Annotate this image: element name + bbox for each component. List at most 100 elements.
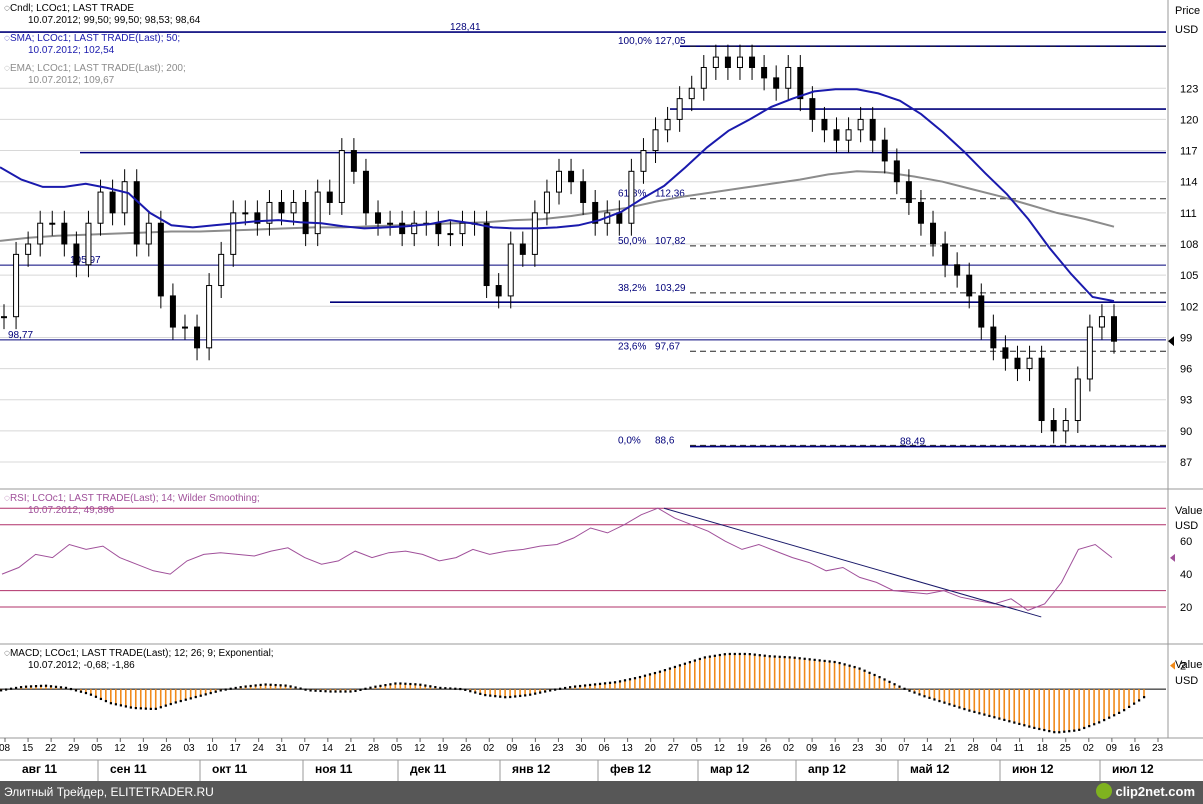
- month-label: сен 11: [110, 762, 147, 776]
- macd-signal-point: [564, 686, 567, 690]
- macd-tick-label: 2: [1180, 661, 1186, 673]
- candle-body: [785, 66, 792, 89]
- macd-signal-point: [1098, 721, 1101, 724]
- macd-signal-point: [304, 688, 307, 691]
- last-price-marker: [1168, 336, 1174, 347]
- candle-body: [1002, 347, 1009, 359]
- macd-signal-point: [319, 689, 322, 693]
- macd-signal-point: [618, 680, 622, 683]
- candle-body: [85, 222, 92, 266]
- macd-signal-point: [484, 693, 487, 697]
- macd-signal-point: [963, 707, 966, 711]
- macd-signal-point: [678, 664, 682, 667]
- candle-body: [411, 222, 418, 235]
- macd-signal-point: [763, 654, 766, 657]
- time-tick-label: 23: [852, 743, 864, 754]
- macd-signal-point: [988, 714, 991, 718]
- footer-bar: Элитный Трейдер, ELITETRADER.RU clip2net…: [0, 781, 1203, 804]
- macd-signal-point: [554, 688, 557, 691]
- macd-signal-point: [853, 665, 856, 669]
- candle-body: [893, 160, 900, 183]
- time-tick-label: 30: [875, 743, 887, 754]
- fib-percent-label: 23,6%: [618, 341, 646, 352]
- macd-signal-point: [299, 687, 302, 690]
- time-tick-label: 31: [276, 743, 288, 754]
- macd-signal-point: [209, 691, 212, 695]
- candle-body: [459, 222, 466, 235]
- macd-signal-point: [549, 689, 552, 692]
- rsi-tick-label: 20: [1180, 602, 1192, 614]
- macd-signal-point: [529, 693, 532, 696]
- candle-body: [1050, 420, 1057, 432]
- macd-signal-point: [184, 698, 187, 701]
- price-level-label: 98,77: [8, 330, 33, 341]
- macd-signal-point: [1043, 728, 1046, 732]
- macd-signal-point: [519, 694, 522, 698]
- macd-signal-point: [54, 685, 58, 688]
- candle-body: [218, 253, 225, 287]
- macd-signal-point: [324, 690, 327, 693]
- macd-signal-point: [683, 662, 687, 665]
- candle-body: [375, 212, 382, 224]
- macd-signal-point: [534, 692, 537, 695]
- price-tick-label: 93: [1180, 395, 1192, 407]
- fib-percent-label: 50,0%: [618, 236, 646, 247]
- time-tick-label: 16: [529, 743, 541, 754]
- time-tick-label: 28: [968, 743, 980, 754]
- candle-body: [640, 150, 647, 172]
- macd-signal-point: [429, 685, 432, 688]
- candle-body: [242, 212, 249, 215]
- macd-signal-point: [419, 683, 422, 686]
- fib-percent-label: 38,2%: [618, 283, 646, 294]
- macd-signal-point: [968, 709, 971, 712]
- macd-signal-point: [1113, 714, 1116, 717]
- macd-panel: 2: [0, 652, 1186, 734]
- macd-signal-point: [84, 691, 88, 695]
- macd-signal-point: [434, 686, 437, 689]
- time-tick-label: 27: [668, 743, 680, 754]
- macd-signal-point: [79, 690, 83, 693]
- macd-signal-point: [354, 689, 357, 693]
- macd-signal-point: [104, 699, 108, 703]
- fib-value-label: 112,36: [655, 189, 685, 200]
- price-tick-label: 120: [1180, 114, 1198, 126]
- macd-signal-point: [24, 685, 28, 688]
- macd-signal-point: [878, 676, 881, 679]
- macd-signal-point: [793, 656, 796, 659]
- macd-signal-point: [69, 687, 73, 691]
- macd-signal-point: [1073, 729, 1076, 732]
- time-tick-label: 21: [345, 743, 357, 754]
- candle-body: [61, 222, 68, 245]
- macd-signal-point: [673, 665, 677, 669]
- macd-signal-point: [1008, 720, 1011, 723]
- macd-signal-point: [559, 687, 562, 690]
- gear-icon: ◌: [4, 648, 10, 659]
- macd-signal-point: [1088, 725, 1091, 728]
- macd-signal-point: [623, 679, 627, 682]
- macd-signal-point: [509, 695, 512, 699]
- macd-signal-point: [169, 702, 172, 706]
- macd-signal-point: [444, 687, 447, 690]
- time-tick-label: 13: [622, 743, 634, 754]
- macd-signal-point: [239, 686, 242, 689]
- time-tick-label: 09: [806, 743, 818, 754]
- macd-signal-point: [499, 695, 502, 698]
- macd-signal-point: [1103, 718, 1106, 722]
- macd-signal-point: [838, 661, 841, 665]
- candle-body: [833, 129, 840, 141]
- macd-signal-point: [539, 691, 542, 694]
- macd-signal-point: [778, 655, 781, 658]
- price-axis-title: Price: [1175, 5, 1200, 17]
- macd-signal-point: [848, 664, 851, 667]
- macd-signal-point: [504, 696, 507, 699]
- candle-body: [978, 295, 985, 328]
- macd-signal-point: [903, 687, 906, 690]
- macd-signal-point: [59, 686, 63, 689]
- macd-signal-point: [643, 674, 647, 677]
- month-label: окт 11: [212, 762, 248, 776]
- candle-body: [652, 129, 659, 152]
- macd-signal-point: [99, 697, 103, 701]
- macd-signal-point: [109, 702, 113, 705]
- macd-signal-point: [179, 699, 182, 703]
- sma-layer: [0, 88, 1115, 303]
